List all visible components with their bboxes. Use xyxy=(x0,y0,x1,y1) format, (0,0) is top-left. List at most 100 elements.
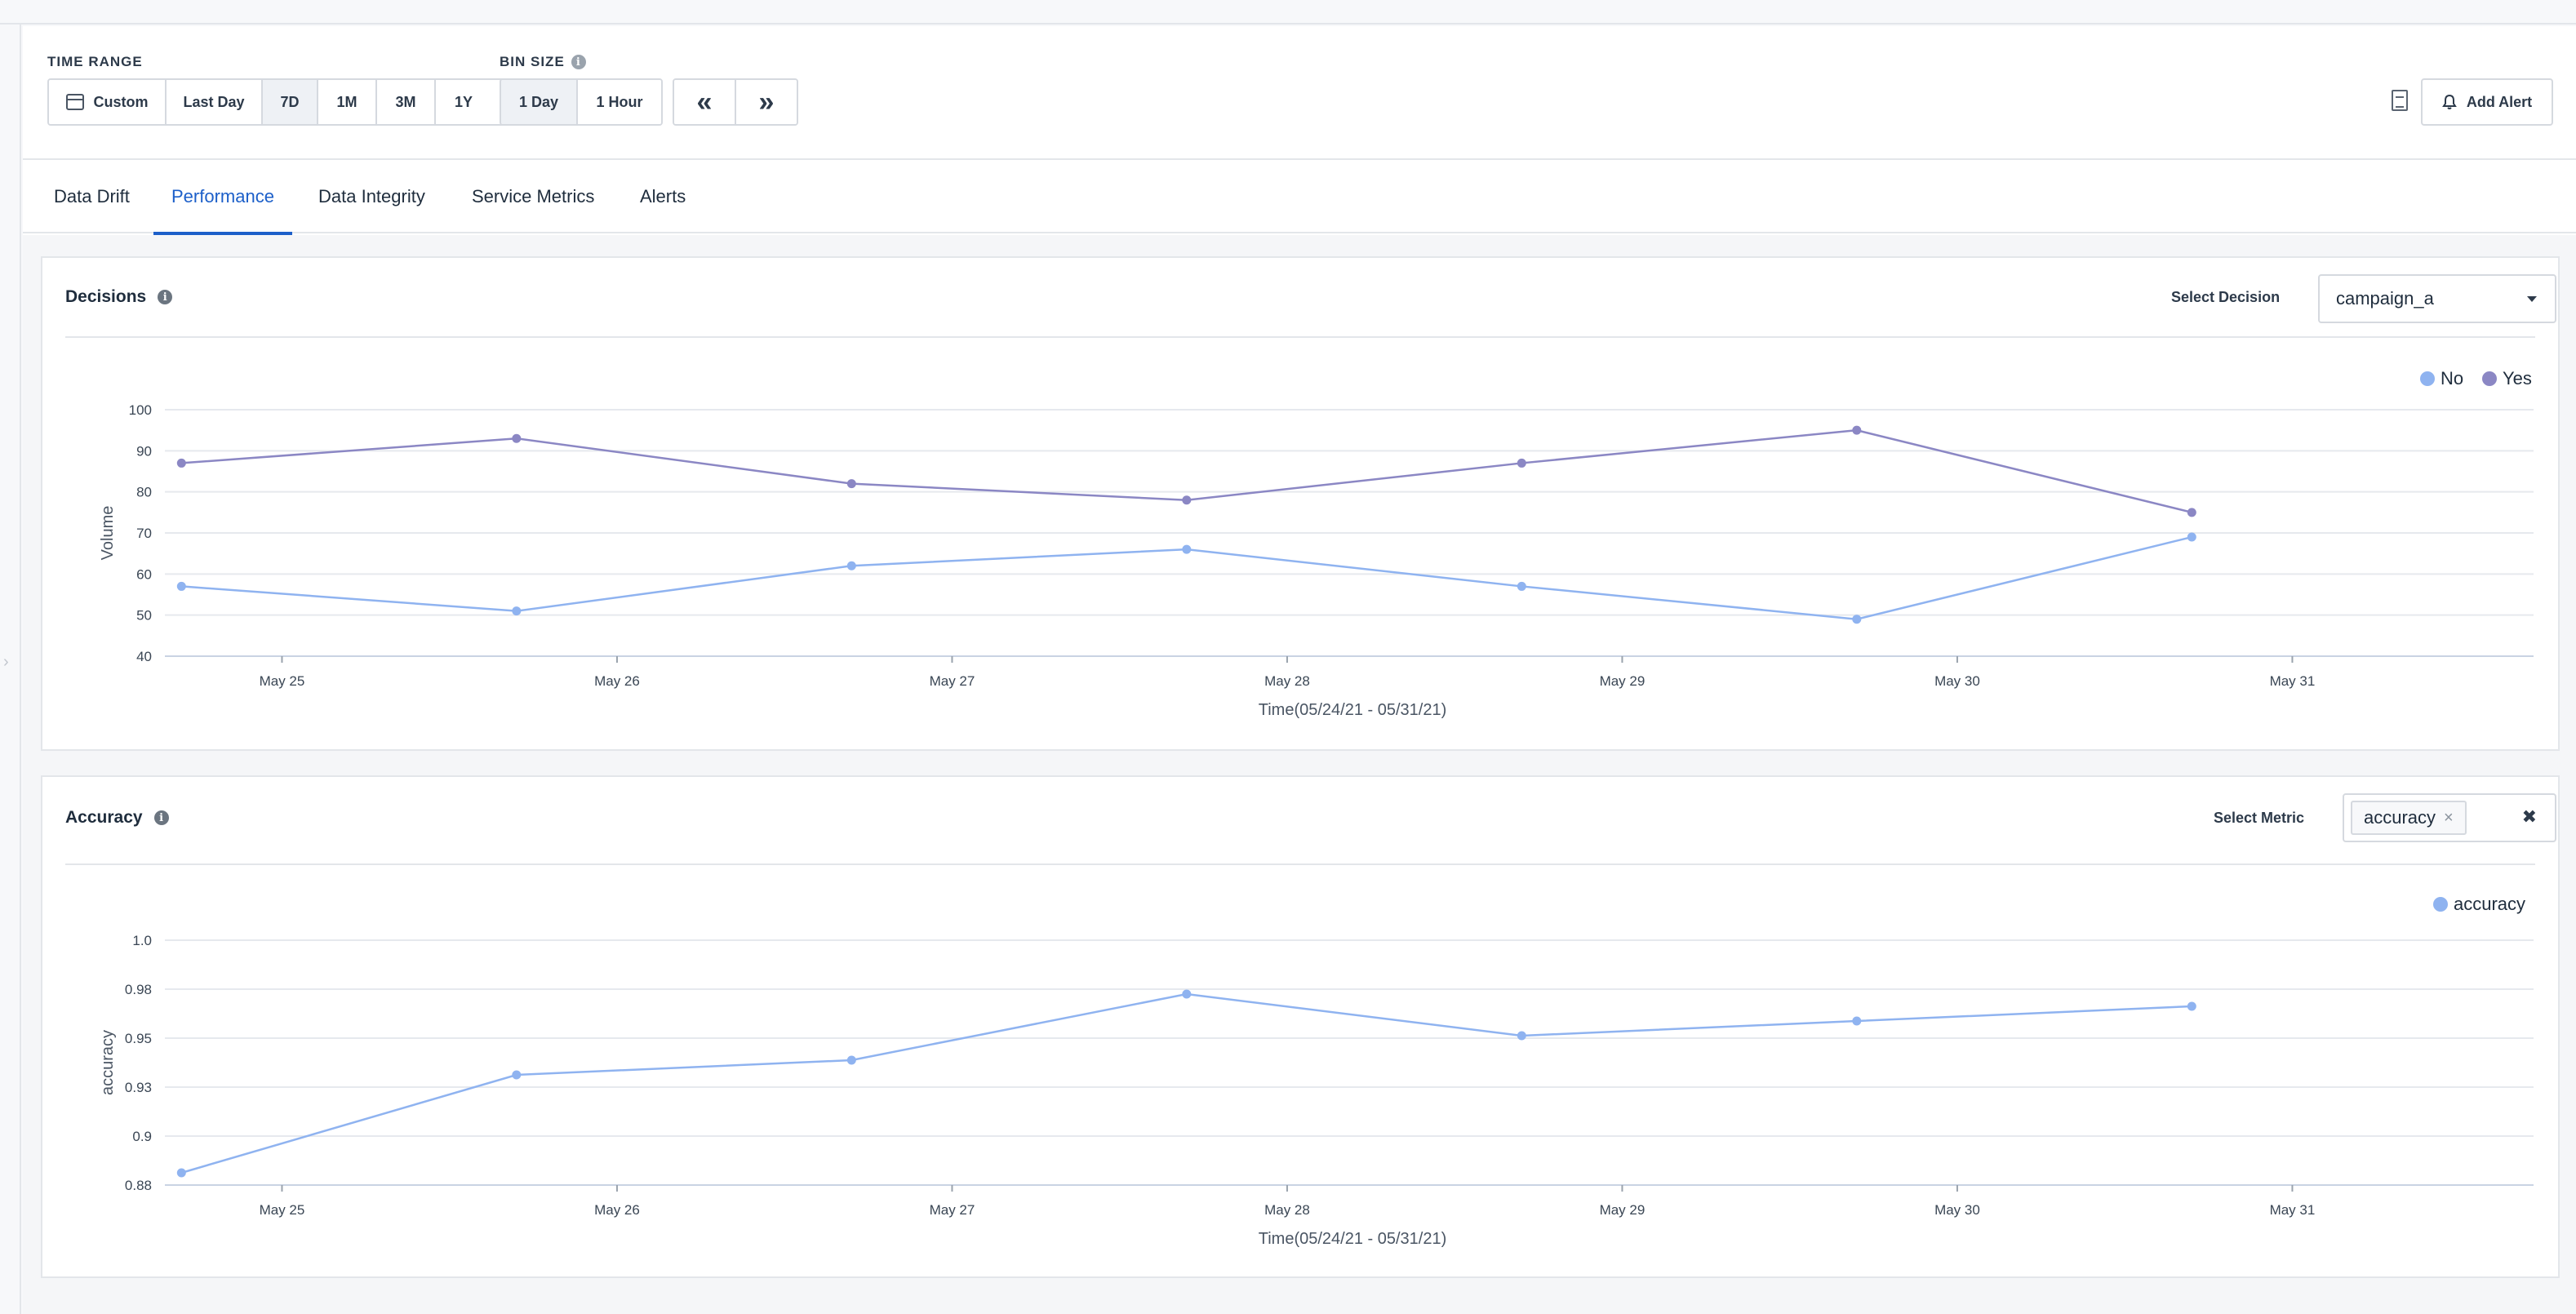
tab-data-drift[interactable]: Data Drift xyxy=(54,160,130,233)
decisions-y-tick-label: 50 xyxy=(136,608,152,624)
time-range-3m-button[interactable]: 3M xyxy=(377,80,436,124)
decisions-data-point-No xyxy=(1852,615,1862,624)
bin-size-1-hour-button[interactable]: 1 Hour xyxy=(578,80,661,124)
time-range-7d-button[interactable]: 7D xyxy=(263,80,318,124)
accuracy-y-tick-label: 0.9 xyxy=(132,1129,152,1144)
three-month-label: 3M xyxy=(395,93,416,110)
tab-data-integrity-label: Data Integrity xyxy=(318,186,425,206)
accuracy-data-point-accuracy xyxy=(176,1168,186,1178)
time-range-label-text: TIME RANGE xyxy=(47,54,143,69)
expand-chevron-icon[interactable]: › xyxy=(3,653,9,671)
accuracy-data-point-accuracy xyxy=(512,1070,522,1080)
accuracy-info-icon[interactable]: i xyxy=(153,810,169,825)
metric-multiselect[interactable]: accuracy × ✖ xyxy=(2343,793,2556,842)
accuracy-x-tick-label: May 27 xyxy=(930,1202,975,1218)
accuracy-title: Accuracy i xyxy=(65,808,169,828)
next-period-button[interactable]: » xyxy=(736,80,797,124)
tab-data-integrity[interactable]: Data Integrity xyxy=(318,160,425,233)
decisions-y-axis-label: Volume xyxy=(99,506,117,561)
document-icon[interactable] xyxy=(2392,90,2408,111)
decisions-data-point-Yes xyxy=(1517,458,1526,468)
tab-alerts[interactable]: Alerts xyxy=(640,160,686,233)
accuracy-data-point-accuracy xyxy=(1517,1031,1526,1041)
decisions-legend-label: Yes xyxy=(2503,368,2532,388)
decisions-data-point-Yes xyxy=(1852,425,1862,435)
tab-service-metrics[interactable]: Service Metrics xyxy=(472,160,594,233)
accuracy-x-tick-label: May 25 xyxy=(260,1202,305,1218)
bin-size-label-text: BIN SIZE xyxy=(500,54,565,69)
tab-performance-label: Performance xyxy=(171,186,274,206)
decisions-info-icon[interactable]: i xyxy=(158,290,173,304)
one-hour-label: 1 Hour xyxy=(596,93,643,110)
decisions-data-point-No xyxy=(176,581,186,591)
accuracy-y-tick-label: 0.98 xyxy=(125,982,152,997)
select-metric-label: Select Metric xyxy=(2214,810,2305,826)
decision-select-value: campaign_a xyxy=(2336,288,2434,309)
performance-content: Decisions i Select Decision campaign_a 4… xyxy=(23,235,2576,1314)
clear-selection-icon[interactable]: ✖ xyxy=(2521,806,2537,827)
previous-period-button[interactable]: « xyxy=(674,80,736,124)
accuracy-panel: Accuracy i Select Metric accuracy × ✖ 0.… xyxy=(41,775,2560,1278)
one-day-label: 1 Day xyxy=(518,93,559,110)
metric-tag: accuracy × xyxy=(2351,801,2467,835)
accuracy-x-tick-label: May 26 xyxy=(594,1202,640,1218)
tab-data-drift-label: Data Drift xyxy=(54,186,130,206)
add-alert-button[interactable]: Add Alert xyxy=(2421,78,2553,126)
accuracy-chart: 0.88 0.9 0.93 0.95 0.98 1.0 May 25 May 26 May 27… xyxy=(99,894,2534,1248)
tab-bar: Data Drift Performance Data Integrity Se… xyxy=(23,160,2576,235)
decisions-y-tick-label: 90 xyxy=(136,443,152,459)
accuracy-x-axis-label: Time(05/24/21 - 05/31/21) xyxy=(1259,1230,1447,1248)
decisions-x-tick-label: May 29 xyxy=(1600,673,1646,689)
monitor-page: TIME RANGE Custom Last Day 7D 1M 3M 1Y B… xyxy=(23,26,2576,1314)
accuracy-legend-swatch xyxy=(2433,897,2448,912)
accuracy-series-line-accuracy xyxy=(180,992,2192,1174)
bin-size-1-day-button[interactable]: 1 Day xyxy=(501,80,578,124)
tag-remove-icon[interactable]: × xyxy=(2444,808,2454,827)
time-range-label: TIME RANGE xyxy=(47,54,143,70)
decisions-legend-swatch xyxy=(2420,371,2435,386)
time-range-group: Custom Last Day 7D 1M 3M 1Y xyxy=(47,78,513,126)
tab-performance[interactable]: Performance xyxy=(153,160,292,235)
accuracy-y-tick-label: 1.0 xyxy=(132,933,152,948)
tab-service-metrics-label: Service Metrics xyxy=(472,186,595,206)
bin-size-group: 1 Day 1 Hour xyxy=(500,78,663,126)
decisions-x-tick-label: May 25 xyxy=(260,673,305,689)
decisions-y-tick-label: 100 xyxy=(129,402,152,418)
decisions-title: Decisions i xyxy=(65,287,173,307)
decisions-y-tick-label: 60 xyxy=(136,566,152,582)
one-month-label: 1M xyxy=(336,93,358,110)
time-range-last-day-button[interactable]: Last Day xyxy=(167,80,263,124)
bin-size-info-icon[interactable]: i xyxy=(571,55,586,69)
accuracy-divider xyxy=(65,863,2535,865)
accuracy-x-tick-label: May 28 xyxy=(1264,1202,1310,1218)
time-range-1m-button[interactable]: 1M xyxy=(318,80,377,124)
last-day-label: Last Day xyxy=(183,93,245,110)
bell-icon xyxy=(2441,94,2457,109)
decisions-legend-label: No xyxy=(2441,368,2463,388)
left-sidebar-rail[interactable]: › xyxy=(0,24,21,1314)
accuracy-data-point-accuracy xyxy=(1852,1016,1862,1026)
decisions-data-point-No xyxy=(1182,544,1192,554)
accuracy-data-point-accuracy xyxy=(846,1055,856,1065)
calendar-icon xyxy=(65,94,84,110)
decisions-data-point-No xyxy=(512,606,522,616)
time-range-1y-button[interactable]: 1Y xyxy=(436,80,491,124)
bin-size-label: BIN SIZE i xyxy=(500,54,586,70)
decisions-data-point-No xyxy=(2187,532,2196,542)
accuracy-x-tick-label: May 29 xyxy=(1600,1202,1646,1218)
decisions-x-tick-label: May 30 xyxy=(1934,673,1980,689)
decisions-legend-swatch xyxy=(2482,371,2497,386)
decision-select[interactable]: campaign_a xyxy=(2318,274,2556,323)
top-strip xyxy=(0,0,2576,24)
time-range-custom-button[interactable]: Custom xyxy=(49,80,167,124)
caret-down-icon xyxy=(2527,296,2537,302)
decisions-data-point-Yes xyxy=(1182,495,1192,505)
select-decision-label: Select Decision xyxy=(2171,289,2281,305)
metric-tag-label: accuracy xyxy=(2364,807,2436,828)
accuracy-y-tick-label: 0.93 xyxy=(125,1080,152,1095)
accuracy-data-point-accuracy xyxy=(2187,1001,2196,1011)
decisions-x-tick-label: May 27 xyxy=(930,673,975,689)
decisions-data-point-Yes xyxy=(176,458,186,468)
decisions-title-text: Decisions xyxy=(65,287,147,306)
accuracy-legend-label: accuracy xyxy=(2454,894,2525,914)
